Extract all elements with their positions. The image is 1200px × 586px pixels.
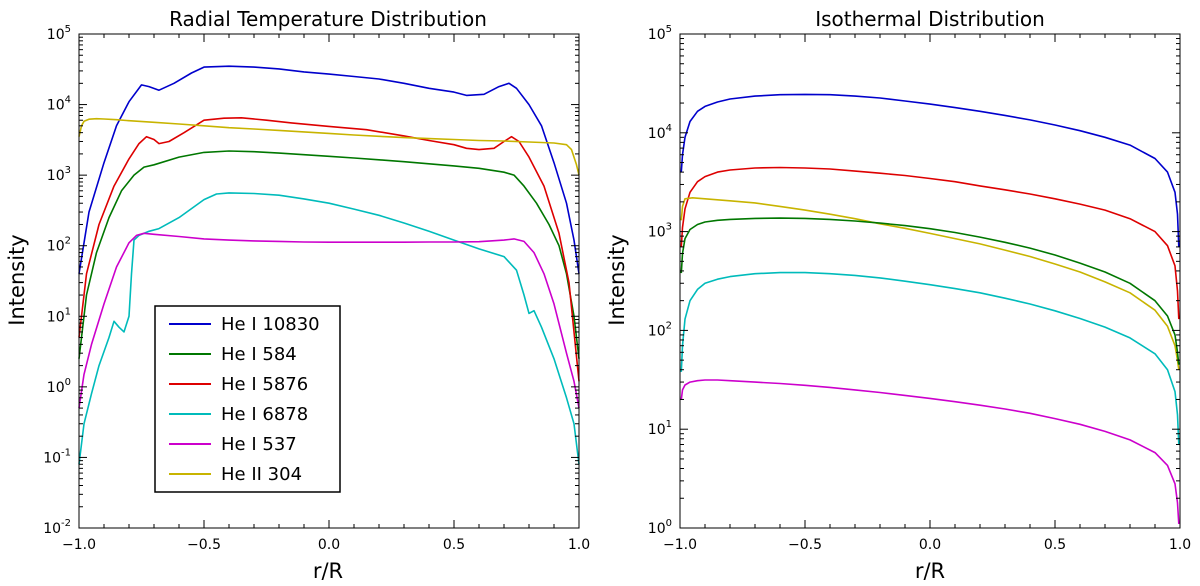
y-tick-base: 10 [47, 239, 65, 255]
y-tick-label: 102 [648, 320, 672, 339]
y-tick-exponent: 1 [666, 419, 672, 430]
y-tick-exponent: -1 [61, 447, 71, 458]
y-axis-label: Intensity [605, 234, 629, 325]
plot-frame [679, 33, 1181, 529]
series-line-5 [680, 271, 1180, 445]
y-tick-label: 105 [47, 24, 71, 43]
series-line-he-i-537 [78, 232, 580, 409]
legend-item: He II 304 [169, 464, 302, 485]
y-tick-base: 10 [47, 380, 65, 396]
y-tick-exponent: 0 [65, 377, 71, 388]
y-tick-exponent: 2 [65, 236, 71, 247]
legend-item: He I 10830 [169, 314, 320, 335]
y-tick-label: 105 [648, 24, 672, 43]
y-tick-base: 10 [648, 521, 666, 537]
legend-label: He I 10830 [221, 314, 320, 335]
y-tick-base: 10 [648, 225, 666, 241]
series-line-4 [680, 217, 1180, 365]
y-tick-exponent: 0 [666, 518, 672, 529]
y-tick-label: 104 [648, 123, 672, 142]
chart-title: Isothermal Distribution [815, 7, 1045, 31]
x-tick-label: −1.0 [62, 537, 96, 553]
legend-item: He I 537 [169, 434, 297, 455]
x-tick-label: 0.5 [443, 537, 465, 553]
axis-ticks [78, 33, 580, 529]
x-axis-label: r/R [313, 559, 343, 583]
y-tick-exponent: 4 [666, 123, 672, 134]
y-tick-exponent: 3 [666, 222, 672, 233]
plot-lines [680, 93, 1180, 524]
legend-item: He I 6878 [169, 404, 308, 425]
legend-label: He I 6878 [221, 404, 308, 425]
chart-title: Radial Temperature Distribution [169, 7, 487, 31]
y-tick-label: 103 [648, 222, 672, 241]
y-tick-base: 10 [648, 422, 666, 438]
x-tick-label: 1.0 [1169, 537, 1191, 553]
y-tick-label: 102 [47, 236, 71, 255]
y-tick-base: 10 [47, 309, 65, 325]
y-tick-base: 10 [43, 521, 61, 537]
x-tick-label: −1.0 [663, 537, 697, 553]
axis-ticks [679, 33, 1181, 529]
tick-labels: −1.0 −0.5 0.0 0.5 1.010-210-1100101102103104… [43, 24, 590, 553]
y-tick-label: 101 [47, 306, 71, 325]
y-tick-base: 10 [47, 98, 65, 114]
legend-label: He I 584 [221, 344, 297, 365]
x-tick-label: 1.0 [568, 537, 590, 553]
y-tick-label: 100 [648, 518, 672, 537]
y-tick-exponent: -2 [61, 518, 71, 529]
y-tick-base: 10 [43, 450, 61, 466]
plot-frame [78, 33, 580, 529]
x-tick-label: −0.5 [788, 537, 822, 553]
series-line-6 [680, 379, 1180, 524]
y-tick-base: 10 [648, 126, 666, 142]
y-tick-base: 10 [47, 168, 65, 184]
legend: He I 10830 He I 584 He I 5876 He I 6878 He I… [154, 305, 341, 493]
y-tick-label: 100 [47, 377, 71, 396]
x-axis-label: r/R [915, 559, 945, 583]
legend-label: He I 5876 [221, 374, 308, 395]
legend-label: He I 537 [221, 434, 297, 455]
series-line-he-i-10830 [78, 65, 580, 274]
isothermal-panel: Isothermal Distribution r/R Intensity −1… [605, 7, 1191, 583]
x-tick-label: −0.5 [187, 537, 221, 553]
y-tick-label: 104 [47, 95, 71, 114]
x-tick-label: 0.0 [919, 537, 941, 553]
radial-temperature-panel: Radial Temperature Distribution r/R Inte… [5, 7, 590, 583]
x-tick-label: 0.5 [1044, 537, 1066, 553]
y-axis-label: Intensity [5, 234, 29, 325]
x-tick-label: 0.0 [318, 537, 340, 553]
legend-box [154, 305, 341, 493]
y-tick-exponent: 3 [65, 165, 71, 176]
y-tick-exponent: 5 [666, 24, 672, 35]
y-tick-label: 10-2 [43, 518, 71, 537]
y-tick-exponent: 2 [666, 320, 672, 331]
y-tick-base: 10 [648, 27, 666, 43]
series-line-he-ii-304 [78, 117, 580, 176]
y-tick-exponent: 5 [65, 24, 71, 35]
series-line-he-i-584 [78, 150, 580, 359]
legend-item: He I 5876 [169, 374, 308, 395]
series-line-1 [680, 93, 1180, 247]
y-tick-base: 10 [47, 27, 65, 43]
y-tick-label: 10-1 [43, 447, 71, 466]
y-tick-label: 103 [47, 165, 71, 184]
y-tick-exponent: 1 [65, 306, 71, 317]
legend-item: He I 584 [169, 344, 297, 365]
series-line-3 [680, 197, 1180, 370]
series-line-2 [680, 166, 1180, 320]
plot-lines [78, 65, 580, 465]
y-tick-label: 101 [648, 419, 672, 438]
series-line-he-i-6878 [78, 192, 580, 465]
series-line-he-i-5876 [78, 117, 580, 382]
y-tick-exponent: 4 [65, 95, 71, 106]
y-tick-base: 10 [648, 323, 666, 339]
legend-label: He II 304 [221, 464, 302, 485]
